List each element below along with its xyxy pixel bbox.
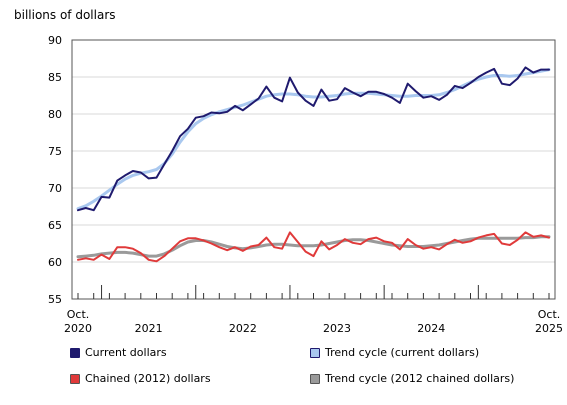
series-line-current-dollars: [77, 66, 550, 212]
x-tick-label: Oct.: [67, 308, 90, 321]
y-tick-label: 65: [48, 219, 62, 232]
y-axis-label: billions of dollars: [14, 8, 116, 22]
y-tick-label: 90: [48, 34, 62, 47]
series-line-chained-2012-dollars: [77, 231, 550, 263]
x-tick-label: 2021: [135, 322, 163, 335]
x-tick-label: 2022: [229, 322, 257, 335]
y-tick-label: 55: [48, 293, 62, 306]
x-tick-label: 2020: [64, 322, 92, 335]
y-tick-label: 80: [48, 108, 62, 121]
y-tick-label: 70: [48, 182, 62, 195]
x-tick-label: 2024: [417, 322, 445, 335]
y-tick-label: 85: [48, 71, 62, 84]
x-tick-label: 2025: [535, 322, 563, 335]
x-tick-label: Oct.: [538, 308, 561, 321]
y-tick-label: 60: [48, 256, 62, 269]
series-line-trend-cycle-2012-chained-dollars: [76, 235, 551, 259]
y-tick-label: 75: [48, 145, 62, 158]
x-tick-label: 2023: [323, 322, 351, 335]
